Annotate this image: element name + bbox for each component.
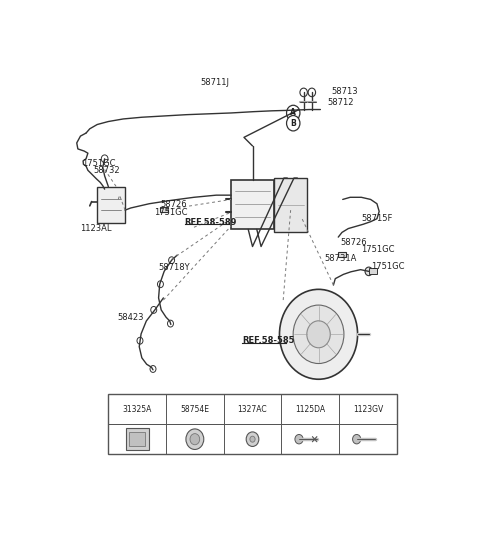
Circle shape — [246, 432, 259, 446]
Circle shape — [157, 281, 163, 287]
Text: 58423: 58423 — [118, 312, 144, 322]
Text: 1751GC: 1751GC — [83, 158, 116, 167]
Text: 1751GC: 1751GC — [154, 208, 188, 217]
Text: 1123AL: 1123AL — [81, 224, 112, 233]
Text: 58711J: 58711J — [200, 78, 229, 87]
FancyBboxPatch shape — [126, 429, 149, 450]
Circle shape — [150, 365, 156, 373]
Circle shape — [307, 321, 330, 348]
Circle shape — [308, 88, 315, 97]
Circle shape — [250, 436, 255, 442]
Text: 58718Y: 58718Y — [158, 264, 190, 272]
Text: 58713: 58713 — [332, 87, 358, 96]
Text: 58712: 58712 — [327, 98, 354, 107]
Circle shape — [287, 116, 300, 131]
Bar — [369, 269, 377, 274]
Bar — [97, 187, 125, 223]
Circle shape — [365, 267, 372, 276]
Circle shape — [353, 434, 361, 444]
Circle shape — [101, 155, 108, 162]
FancyBboxPatch shape — [129, 433, 145, 446]
Circle shape — [300, 88, 307, 97]
Circle shape — [287, 105, 300, 121]
Text: 58731A: 58731A — [324, 254, 357, 262]
Text: 58715F: 58715F — [361, 214, 393, 223]
Circle shape — [190, 434, 200, 445]
Circle shape — [279, 289, 358, 379]
Text: 1751GC: 1751GC — [371, 262, 404, 271]
Bar — [108, 394, 396, 454]
Circle shape — [168, 257, 175, 264]
Circle shape — [293, 305, 344, 364]
Circle shape — [137, 337, 143, 344]
Text: 1327AC: 1327AC — [238, 405, 267, 414]
Circle shape — [168, 320, 173, 327]
Circle shape — [186, 429, 204, 449]
Bar — [274, 178, 307, 231]
Text: 58726: 58726 — [341, 238, 368, 247]
Circle shape — [295, 434, 303, 444]
Text: 58754E: 58754E — [180, 405, 209, 414]
Text: 58732: 58732 — [94, 166, 120, 175]
Text: 1751GC: 1751GC — [361, 245, 395, 255]
Text: 1125DA: 1125DA — [295, 405, 325, 414]
Text: A: A — [290, 108, 296, 117]
Text: B: B — [290, 119, 296, 128]
Text: 58726: 58726 — [160, 200, 187, 209]
Bar — [338, 252, 346, 257]
Bar — [160, 207, 168, 212]
Circle shape — [151, 306, 156, 314]
Text: REF.58-585: REF.58-585 — [242, 336, 295, 345]
Text: REF.58-589: REF.58-589 — [185, 217, 237, 227]
Text: 31325A: 31325A — [122, 405, 152, 414]
Text: 1123GV: 1123GV — [353, 405, 383, 414]
Bar — [231, 180, 274, 230]
